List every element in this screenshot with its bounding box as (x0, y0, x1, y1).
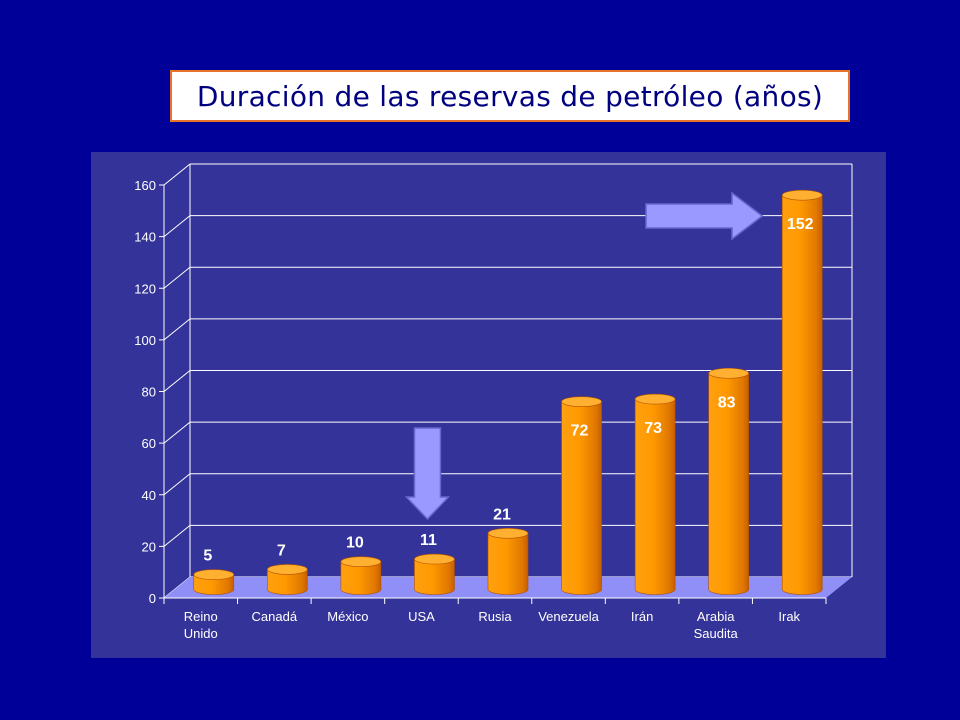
data-label: 73 (644, 420, 662, 437)
side-gridline (163, 370, 191, 392)
chart-title: Duración de las reservas de petróleo (añ… (170, 70, 850, 122)
y-tick-label: 100 (134, 333, 156, 348)
y-tick-label: 40 (142, 488, 156, 503)
data-label: 10 (346, 535, 364, 552)
annotations-layer (404, 191, 764, 521)
bar (634, 393, 676, 595)
y-tick-label: 0 (149, 591, 156, 606)
labels-layer: 5 7 10 11 21 72 73 83 152 (203, 216, 813, 564)
bar (267, 564, 308, 595)
data-label: 83 (718, 394, 736, 411)
side-gridline (163, 318, 191, 341)
y-tick-label: 120 (134, 281, 156, 296)
y-tick-label: 80 (142, 385, 156, 400)
bar (487, 527, 529, 595)
data-label: 7 (277, 542, 286, 559)
data-label: 21 (493, 506, 511, 523)
data-label: 5 (203, 548, 212, 565)
x-tick-label: Venezuela (538, 609, 599, 624)
x-tick-label: Irak (778, 609, 800, 624)
side-gridline (163, 473, 191, 496)
data-label: 152 (787, 216, 814, 233)
x-tick-label: Irán (631, 609, 653, 624)
y-tick-label: 160 (134, 178, 156, 193)
arrow-right-icon (645, 191, 764, 241)
bar (708, 367, 749, 595)
x-tick-label: México (327, 609, 368, 624)
side-gridline (163, 421, 191, 444)
y-tick-label: 60 (142, 436, 156, 451)
x-tick-label: Unido (184, 626, 218, 641)
side-gridline (163, 215, 191, 238)
side-gridline (163, 163, 191, 186)
y-tick-label: 140 (134, 230, 156, 245)
axis-layer: 0 20 40 60 80 100 120 140 160 Reino Unido Canadá Méx… (134, 178, 827, 641)
x-tick-label: Rusia (478, 609, 512, 624)
x-tick-label: Arabia (697, 609, 735, 624)
x-tick-label: Saudita (694, 626, 739, 641)
x-tick-label: Reino (184, 609, 218, 624)
data-label: 72 (571, 423, 589, 440)
bars-layer (193, 189, 823, 595)
bar (340, 556, 382, 595)
data-label: 11 (420, 532, 437, 549)
x-tick-label: Canadá (252, 609, 298, 624)
x-tick-label: USA (408, 609, 435, 624)
side-gridline (163, 524, 191, 547)
side-gridline (163, 266, 191, 289)
arrow-down-icon (404, 427, 451, 521)
bar (561, 396, 602, 595)
bar (781, 189, 823, 595)
y-tick-label: 20 (142, 539, 156, 554)
bar (414, 553, 455, 595)
bar (193, 569, 235, 595)
